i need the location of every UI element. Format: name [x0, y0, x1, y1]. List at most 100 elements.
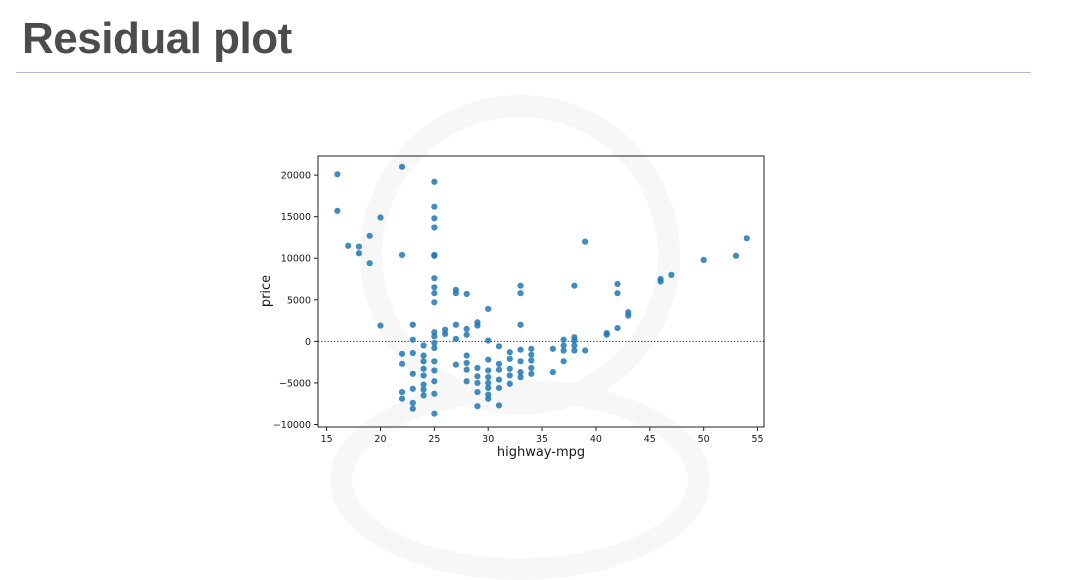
residual-point: [571, 347, 578, 354]
residual-point: [420, 352, 427, 359]
residual-point: [732, 252, 740, 259]
y-tick-label: −5000: [279, 378, 311, 389]
residual-point: [582, 347, 589, 354]
residual-point: [743, 235, 750, 242]
residual-point: [528, 351, 535, 358]
residual-point: [409, 399, 416, 406]
residual-point: [334, 207, 341, 214]
residual-point: [452, 335, 459, 342]
residual-point: [431, 178, 438, 185]
residual-point: [560, 347, 567, 354]
residual-point: [345, 242, 352, 249]
residual-point: [366, 232, 373, 239]
residual-point: [485, 305, 492, 313]
residual-point: [431, 290, 438, 297]
residual-point: [409, 385, 416, 392]
residual-point: [506, 355, 513, 362]
residual-point: [668, 271, 675, 278]
title-divider: [16, 72, 1031, 73]
residual-point: [398, 251, 406, 259]
residual-point: [463, 366, 470, 373]
residual-point: [452, 290, 459, 297]
residual-point: [420, 358, 427, 365]
residual-point: [506, 349, 513, 356]
x-tick-label: 55: [751, 434, 763, 445]
residual-point: [474, 403, 481, 410]
y-tick-label: 0: [305, 337, 311, 348]
residual-point: [431, 275, 438, 282]
y-tick-label: 10000: [281, 254, 311, 265]
residual-point: [431, 299, 438, 306]
y-tick-label: 5000: [287, 295, 311, 306]
residual-point: [549, 345, 556, 352]
residual-point: [463, 331, 470, 338]
y-tick-label: 15000: [281, 212, 311, 223]
residual-point: [431, 215, 438, 222]
residual-point: [431, 252, 438, 259]
residual-point: [517, 321, 524, 328]
residual-point: [528, 364, 535, 372]
residual-point: [614, 280, 621, 288]
residual-point: [398, 350, 406, 357]
residual-point: [355, 250, 363, 257]
residual-point: [377, 214, 384, 221]
x-tick-label: 20: [374, 434, 386, 445]
residual-point: [517, 282, 524, 289]
residual-point: [431, 358, 438, 365]
axes: 15 20 25 30 35 40 45 50 55 −10000 −5000 0 5000 10000 1…: [273, 171, 764, 445]
residual-point: [495, 343, 503, 350]
residual-point: [485, 367, 492, 374]
residual-point: [485, 384, 492, 392]
residual-point: [495, 366, 503, 373]
residual-point: [452, 321, 459, 328]
residual-point: [409, 370, 416, 377]
y-tick-label: 20000: [281, 171, 311, 182]
residual-point: [398, 395, 406, 402]
residual-point: [560, 358, 567, 365]
x-tick-label: 40: [590, 434, 602, 445]
residual-point: [495, 376, 503, 383]
residual-point: [409, 405, 416, 412]
residual-point: [377, 322, 384, 329]
residual-point: [334, 171, 341, 178]
residual-point: [409, 349, 416, 357]
residual-point: [582, 238, 589, 245]
residual-point: [506, 365, 513, 372]
residual-point: [495, 360, 503, 367]
residual-point: [398, 360, 406, 367]
residual-point: [463, 290, 470, 298]
residual-point: [398, 163, 406, 170]
residual-point: [463, 359, 470, 367]
residual-point: [549, 369, 556, 376]
x-tick-label: 15: [321, 434, 333, 445]
residual-point: [431, 390, 438, 397]
residual-point: [474, 388, 481, 396]
residual-point: [431, 344, 438, 352]
residual-point: [571, 337, 578, 344]
residual-point: [431, 410, 438, 417]
residual-point: [431, 203, 438, 210]
residual-point: [366, 260, 373, 267]
x-tick-label: 30: [482, 434, 494, 445]
y-tick-label: −10000: [273, 420, 311, 431]
residual-point: [474, 373, 481, 380]
residual-point: [517, 374, 524, 381]
residual-point: [431, 333, 438, 340]
residual-point: [420, 392, 427, 399]
x-tick-label: 50: [698, 434, 710, 445]
x-axis-label: highway-mpg: [497, 445, 585, 460]
residual-point: [431, 339, 438, 347]
residual-point: [431, 378, 438, 385]
residual-point: [560, 336, 567, 343]
residual-point: [485, 337, 492, 344]
residual-point: [528, 357, 535, 364]
residual-point: [431, 367, 438, 374]
residual-point: [485, 374, 492, 381]
residual-point: [517, 369, 524, 376]
residual-point: [463, 352, 470, 359]
residual-point: [474, 364, 481, 372]
residual-point: [571, 282, 578, 289]
residual-point: [614, 290, 621, 297]
residual-point: [560, 342, 567, 349]
residual-point: [452, 361, 459, 368]
